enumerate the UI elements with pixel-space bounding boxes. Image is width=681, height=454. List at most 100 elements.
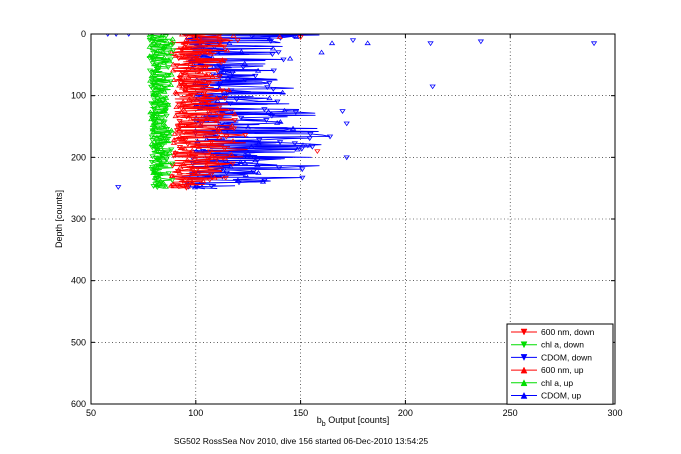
- data-point: [187, 60, 194, 66]
- data-point: [191, 184, 199, 190]
- data-point: [149, 61, 156, 67]
- data-point: [217, 115, 224, 121]
- data-point: [177, 164, 184, 170]
- data-point: [171, 131, 179, 136]
- data-point: [150, 129, 157, 135]
- data-point: [165, 65, 172, 70]
- data-point: [263, 118, 270, 123]
- data-point: [146, 68, 154, 74]
- data-point: [192, 171, 199, 176]
- outlier-point: [328, 40, 336, 46]
- data-point: [221, 96, 229, 101]
- data-point: [209, 73, 216, 79]
- data-point: [169, 178, 176, 184]
- data-point: [149, 35, 157, 40]
- legend-marker: [520, 328, 528, 336]
- data-point: [225, 87, 232, 93]
- data-point: [153, 164, 160, 170]
- data-point: [229, 138, 237, 143]
- data-point: [254, 162, 261, 167]
- y-tick-label: 100: [71, 91, 86, 101]
- data-point: [167, 79, 174, 85]
- data-point: [309, 144, 316, 150]
- series-line: [181, 34, 331, 190]
- legend-entry: CDOM, down: [511, 352, 592, 362]
- outlier-point: [343, 155, 350, 161]
- data-point: [215, 126, 222, 132]
- data-point: [149, 76, 156, 82]
- data-point: [223, 47, 231, 53]
- data-point: [190, 34, 195, 38]
- y-tick-label: 300: [71, 214, 86, 224]
- data-point: [159, 49, 166, 54]
- data-point: [150, 92, 157, 98]
- data-point: [266, 95, 273, 101]
- data-point: [179, 98, 187, 104]
- data-point: [157, 171, 164, 177]
- data-point: [299, 142, 307, 148]
- data-point: [248, 34, 256, 39]
- data-point: [276, 140, 284, 146]
- x-axis-label-main: b: [317, 415, 322, 425]
- outlier-point: [314, 149, 321, 155]
- data-point: [208, 139, 215, 145]
- outlier-point: [234, 38, 241, 44]
- data-point: [169, 36, 176, 42]
- data-point: [165, 101, 172, 107]
- data-point: [174, 63, 181, 69]
- data-point: [269, 45, 277, 51]
- data-point: [223, 134, 230, 140]
- data-point: [326, 134, 334, 140]
- data-point: [198, 100, 205, 106]
- data-point: [289, 125, 297, 131]
- series-line: [170, 34, 235, 189]
- legend-entry: 600 nm, down: [511, 327, 595, 337]
- data-point: [244, 124, 252, 130]
- data-point: [180, 161, 187, 166]
- data-point: [148, 116, 155, 122]
- data-point: [183, 34, 190, 36]
- data-point: [149, 122, 157, 127]
- data-point: [201, 90, 208, 96]
- data-point: [280, 57, 287, 63]
- data-point: [154, 177, 162, 183]
- data-point: [179, 83, 187, 89]
- data-point: [203, 58, 210, 63]
- outlier-point: [590, 41, 598, 47]
- data-point: [306, 136, 313, 142]
- data-point: [172, 149, 179, 155]
- data-point: [214, 118, 221, 124]
- data-point: [219, 57, 226, 62]
- data-point: [294, 146, 301, 152]
- legend-marker: [520, 341, 528, 349]
- data-point: [164, 138, 171, 144]
- legend-entry: chl a, up: [511, 378, 573, 388]
- data-point: [151, 113, 159, 119]
- data-point: [244, 150, 252, 155]
- data-point: [163, 126, 171, 132]
- x-axis-label-sub: b: [322, 421, 326, 428]
- data-point: [184, 157, 191, 163]
- data-point: [170, 140, 178, 145]
- data-point: [299, 167, 306, 173]
- data-point: [206, 149, 214, 155]
- data-point: [241, 60, 248, 66]
- outlier-point: [318, 49, 325, 55]
- data-point: [281, 107, 288, 113]
- legend-entry: 600 nm, up: [511, 365, 584, 375]
- data-point: [255, 170, 262, 175]
- data-point: [188, 92, 195, 98]
- data-point: [200, 178, 207, 184]
- data-point: [173, 90, 180, 96]
- x-tick-label: 50: [86, 408, 96, 418]
- legend-label: 600 nm, down: [541, 327, 595, 337]
- data-point: [175, 124, 182, 130]
- data-point: [158, 153, 165, 159]
- data-point: [275, 165, 283, 171]
- data-point: [147, 109, 154, 115]
- legend-label: CDOM, down: [541, 352, 592, 362]
- data-point: [153, 85, 160, 91]
- data-point: [160, 75, 167, 80]
- data-point: [270, 87, 277, 92]
- data-point: [149, 138, 156, 143]
